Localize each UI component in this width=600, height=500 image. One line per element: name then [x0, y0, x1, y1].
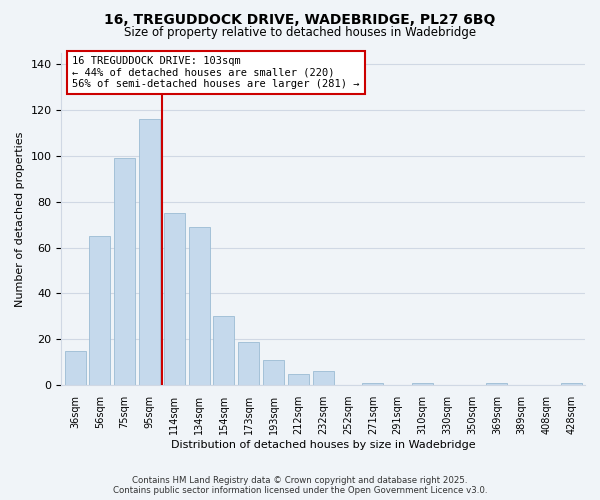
Y-axis label: Number of detached properties: Number of detached properties — [15, 131, 25, 306]
Bar — [238, 342, 259, 385]
Text: 16, TREGUDDOCK DRIVE, WADEBRIDGE, PL27 6BQ: 16, TREGUDDOCK DRIVE, WADEBRIDGE, PL27 6… — [104, 12, 496, 26]
Text: Contains public sector information licensed under the Open Government Licence v3: Contains public sector information licen… — [113, 486, 487, 495]
Text: Size of property relative to detached houses in Wadebridge: Size of property relative to detached ho… — [124, 26, 476, 39]
Bar — [487, 383, 508, 385]
Bar — [188, 227, 209, 385]
Text: Contains HM Land Registry data © Crown copyright and database right 2025.: Contains HM Land Registry data © Crown c… — [132, 476, 468, 485]
Bar — [164, 213, 185, 385]
Bar — [89, 236, 110, 385]
Bar — [362, 383, 383, 385]
Bar — [313, 372, 334, 385]
X-axis label: Distribution of detached houses by size in Wadebridge: Distribution of detached houses by size … — [171, 440, 476, 450]
Bar — [412, 383, 433, 385]
Text: 16 TREGUDDOCK DRIVE: 103sqm
← 44% of detached houses are smaller (220)
56% of se: 16 TREGUDDOCK DRIVE: 103sqm ← 44% of det… — [72, 56, 359, 89]
Bar — [114, 158, 135, 385]
Bar — [214, 316, 235, 385]
Bar — [561, 383, 582, 385]
Bar — [139, 119, 160, 385]
Bar — [288, 374, 309, 385]
Bar — [263, 360, 284, 385]
Bar — [65, 351, 86, 385]
